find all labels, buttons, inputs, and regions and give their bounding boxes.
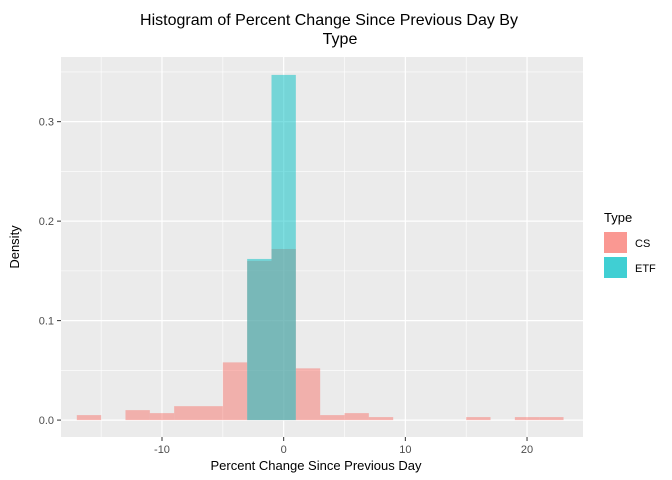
y-axis-title: Density (7, 225, 22, 269)
x-tick-label: 0 (281, 444, 287, 456)
bar-cs (174, 406, 199, 421)
bar-cs (368, 417, 394, 421)
y-tick-label: 0.1 (39, 316, 54, 328)
chart-title-line1: Histogram of Percent Change Since Previo… (140, 12, 518, 29)
bar-etf (271, 74, 296, 421)
x-tick-label: 20 (521, 444, 533, 456)
y-tick-label: 0.2 (39, 216, 54, 228)
bar-cs (149, 413, 175, 421)
bar-cs (198, 406, 223, 421)
x-tick-label: -10 (154, 444, 170, 456)
minor-gridlines (61, 57, 583, 437)
bar-etf (247, 258, 272, 421)
legend-label-etf: ETF (635, 263, 656, 275)
y-tick-label: 0.0 (39, 415, 54, 427)
legend-key-cs (604, 232, 627, 253)
legend-key-etf (604, 257, 627, 278)
bar-cs (125, 410, 150, 421)
y-tick-label: 0.3 (39, 117, 54, 129)
legend-title: Type (604, 210, 632, 225)
etf-bars (247, 74, 296, 421)
x-axis-title: Percent Change Since Previous Day (210, 458, 422, 473)
bar-cs (320, 415, 345, 421)
legend: Type CS ETF (604, 210, 656, 278)
x-axis-ticks: -10 0 10 20 (154, 437, 533, 456)
bar-cs (344, 413, 369, 421)
bar-cs (222, 362, 248, 421)
bar-cs (76, 415, 102, 421)
chart-title-line2: Type (323, 31, 358, 48)
legend-label-cs: CS (635, 238, 650, 250)
bar-cs (295, 368, 321, 421)
bar-cs (514, 417, 540, 421)
x-tick-label: 10 (399, 444, 411, 456)
y-axis-ticks: 0.0 0.1 0.2 0.3 (39, 117, 61, 427)
bar-cs (539, 417, 564, 421)
plot-panel (61, 57, 583, 437)
bar-cs (466, 417, 491, 421)
